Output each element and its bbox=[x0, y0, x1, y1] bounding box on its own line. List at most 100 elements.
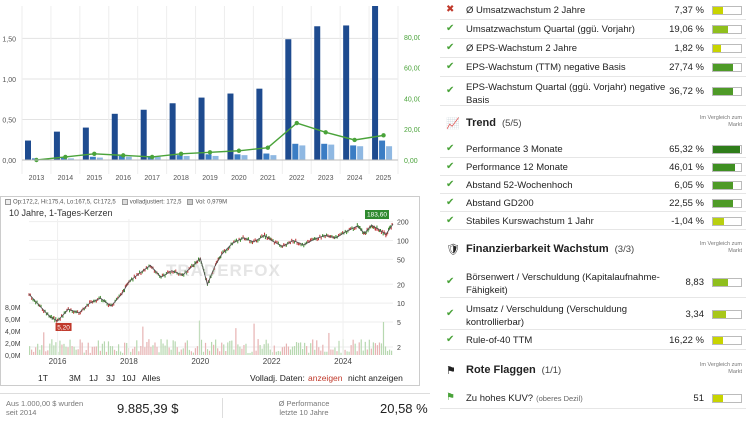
x-tick-label: 2019 bbox=[202, 175, 218, 182]
volume-bar bbox=[99, 350, 101, 355]
criteria-label: EPS-Wachstum (TTM) negative Basis bbox=[466, 61, 666, 74]
volume-bar bbox=[299, 342, 302, 355]
volume-bar bbox=[190, 351, 192, 355]
score-meter bbox=[712, 180, 742, 190]
volume-bar bbox=[196, 346, 199, 355]
range-button-10j[interactable]: 10J bbox=[122, 373, 136, 383]
volume-bar bbox=[41, 345, 43, 355]
volume-bar bbox=[253, 323, 255, 355]
bar bbox=[154, 156, 161, 160]
volume-bar bbox=[59, 340, 61, 355]
volume-bar bbox=[360, 339, 362, 355]
bar bbox=[263, 153, 270, 160]
criteria-row[interactable]: ✔ Ø EPS-Wachstum 2 Jahre 1,82 % bbox=[440, 40, 746, 58]
criteria-row[interactable]: ⚑ Zu hohes KUV? (oberes Dezil) 51 bbox=[440, 389, 746, 409]
criteria-row[interactable]: ✔ Stabiles Kurswachstum 1 Jahr -1,04 % bbox=[440, 213, 746, 230]
line-point bbox=[121, 153, 126, 158]
range-toolbar: 1T 3M 1J 3J 10J Alles Volladj. Daten: an… bbox=[0, 370, 420, 386]
volume-bar bbox=[376, 345, 379, 355]
right-tick-label: 80,00 bbox=[404, 35, 420, 42]
adjusted-data-show-link[interactable]: anzeigen bbox=[308, 373, 343, 383]
bar bbox=[176, 155, 183, 160]
criteria-row[interactable]: ✔ Börsenwert / Verschuldung (Kapitalaufna… bbox=[440, 268, 746, 298]
volume-bar bbox=[285, 343, 288, 355]
price-chart-panel[interactable]: 200 100 50 20 10 5 2 8,0M 6,0M 4,0M 2,0M 0,0M 2016 20… bbox=[0, 196, 420, 386]
criteria-row[interactable]: ✔ Umsatz / Verschuldung (Verschuldung kon… bbox=[440, 300, 746, 330]
bar bbox=[169, 103, 176, 160]
criteria-row[interactable]: ✔ Umsatzwachstum Quartal (ggü. Vorjahr) 19… bbox=[440, 21, 746, 39]
volume-bar bbox=[95, 346, 97, 355]
criteria-row[interactable]: ✔ Performance 3 Monate 65,32 % bbox=[440, 141, 746, 158]
bar bbox=[241, 155, 248, 160]
criteria-label: Zu hohes KUV? (oberes Dezil) bbox=[466, 392, 666, 405]
volume-bar bbox=[188, 349, 190, 355]
criteria-row[interactable]: ✔ EPS-Wachstum (TTM) negative Basis 27,74 … bbox=[440, 59, 746, 77]
range-button-1j[interactable]: 1J bbox=[89, 373, 98, 383]
range-button-alles[interactable]: Alles bbox=[142, 373, 161, 383]
bar bbox=[25, 140, 31, 160]
volume-bar bbox=[166, 339, 168, 355]
score-meter bbox=[712, 278, 742, 287]
range-button-3j[interactable]: 3J bbox=[106, 373, 115, 383]
volume-bar bbox=[235, 328, 237, 355]
volume-bar bbox=[122, 352, 124, 355]
price-chart-title: 10 Jahre, 1-Tages-Kerzen bbox=[9, 208, 113, 218]
cross-icon: ✖ bbox=[446, 4, 455, 15]
line-point bbox=[236, 148, 242, 153]
adjusted-data-label: Volladj. Daten: bbox=[250, 373, 305, 383]
volume-bar bbox=[223, 344, 225, 355]
price-chart[interactable]: 200 100 50 20 10 5 2 8,0M 6,0M 4,0M 2,0M 0,0M 2016 20… bbox=[1, 197, 421, 367]
volume-bar bbox=[124, 342, 126, 355]
volume-bar bbox=[368, 339, 370, 355]
criteria-label: Umsatz / Verschuldung (Verschuldung kont… bbox=[466, 303, 666, 329]
volume-bar bbox=[241, 348, 243, 355]
legend-volume: Vol: 0,979M bbox=[187, 199, 227, 206]
volume-bar bbox=[168, 347, 170, 355]
adjusted-data-hide-link[interactable]: nicht anzeigen bbox=[348, 373, 403, 383]
volume-bar bbox=[380, 343, 383, 355]
volume-bar bbox=[356, 351, 358, 355]
volume-bar bbox=[247, 352, 249, 355]
volume-bar bbox=[144, 347, 146, 355]
score-meter-fill bbox=[713, 45, 722, 52]
criteria-row[interactable]: ✔ Performance 12 Monate 46,01 % bbox=[440, 159, 746, 176]
volume-bar bbox=[194, 348, 197, 355]
bar bbox=[205, 154, 212, 160]
volume-bar bbox=[310, 343, 312, 355]
criteria-row[interactable]: ✔ Rule-of-40 TTM 16,22 % bbox=[440, 332, 746, 350]
range-button-1t[interactable]: 1T bbox=[38, 373, 48, 383]
flag-icon: ⚑ bbox=[446, 392, 455, 403]
bar bbox=[314, 26, 321, 161]
criteria-row[interactable]: ✔ Abstand GD200 22,55 % bbox=[440, 195, 746, 212]
volume-tick-label: 8,0M bbox=[5, 305, 21, 312]
volume-bar bbox=[239, 346, 241, 355]
criteria-row[interactable]: ✖ Ø Umsatzwachstum 2 Jahre 7,37 % bbox=[440, 2, 746, 20]
volume-bar bbox=[186, 340, 188, 355]
volume-bar bbox=[362, 350, 364, 355]
criteria-label-text: EPS-Wachstum Quartal (ggü. Vorjahr) nega… bbox=[466, 82, 666, 106]
range-button-3m[interactable]: 3M bbox=[69, 373, 81, 383]
volume-bar bbox=[113, 349, 116, 355]
volume-bar bbox=[231, 340, 233, 355]
check-icon: ✔ bbox=[446, 160, 455, 172]
right-tick-label: 0,00 bbox=[404, 158, 418, 165]
investment-value: 9.885,39 $ bbox=[117, 401, 179, 416]
volume-bar bbox=[249, 352, 251, 355]
volume-bar bbox=[308, 352, 310, 355]
criteria-row[interactable]: ✔ Abstand 52-Wochenhoch 6,05 % bbox=[440, 177, 746, 194]
year-tick-label: 2018 bbox=[120, 357, 138, 366]
bar bbox=[60, 157, 67, 160]
section-title-text: Trend bbox=[466, 117, 496, 129]
volume-bar bbox=[328, 332, 330, 355]
volume-bar bbox=[269, 349, 271, 355]
volume-bar bbox=[47, 350, 49, 355]
volume-bar bbox=[184, 342, 186, 355]
volume-bar bbox=[67, 347, 69, 355]
criteria-row[interactable]: ✔ EPS-Wachstum Quartal (ggü. Vorjahr) neg… bbox=[440, 78, 746, 106]
line-point bbox=[323, 130, 328, 135]
volume-bar bbox=[263, 344, 265, 355]
criteria-value: 7,37 % bbox=[674, 5, 704, 16]
score-meter-fill bbox=[713, 88, 733, 95]
volume-bar bbox=[162, 343, 164, 355]
check-icon: ✔ bbox=[446, 334, 455, 345]
